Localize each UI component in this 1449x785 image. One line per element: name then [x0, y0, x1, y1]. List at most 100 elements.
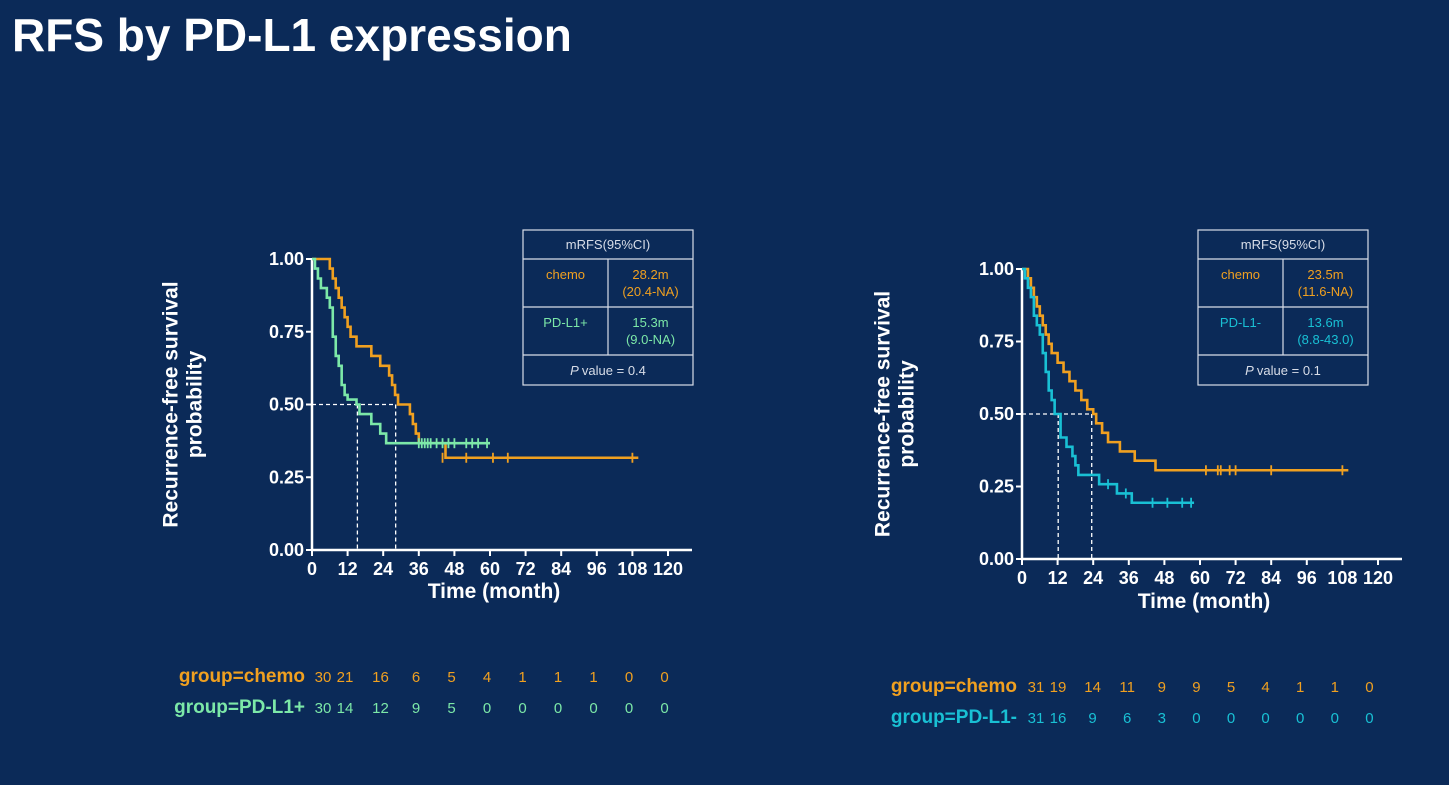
risk-table-count: 30: [315, 700, 332, 717]
x-tick-label: 96: [1297, 568, 1317, 588]
p-symbol: P: [570, 363, 582, 378]
risk-table-count: 1: [554, 669, 562, 686]
risk-table-count: 0: [625, 700, 633, 717]
stats-median-value: 13.6m: [1307, 315, 1343, 330]
risk-table-count: 31: [1028, 710, 1045, 727]
stats-p-value: P value = 0.1: [1245, 363, 1321, 378]
y-tick-label: 0.75: [269, 322, 304, 342]
km-chart-pdl1-positive: Recurrence-free survival probability0.000…: [160, 229, 694, 718]
risk-table-count: 0: [1331, 710, 1339, 727]
risk-table-count: 0: [660, 700, 668, 717]
x-tick-label: 24: [1083, 568, 1103, 588]
risk-table-count: 0: [589, 700, 597, 717]
risk-table-count: 12: [372, 700, 389, 717]
stats-median-value: 23.5m: [1307, 267, 1343, 282]
km-chart-pdl1-negative: Recurrence-free survival probability0.000…: [872, 229, 1402, 728]
risk-table-count: 4: [483, 669, 491, 686]
survival-curve-chemo: [1022, 267, 1349, 472]
stats-ci-value: (8.8-43.0): [1297, 332, 1353, 347]
risk-table-count: 0: [483, 700, 491, 717]
x-tick-label: 84: [1261, 568, 1281, 588]
risk-table-group-label: group=PD-L1+: [174, 697, 305, 718]
risk-table-count: 31: [1028, 679, 1045, 696]
x-tick-label: 36: [1119, 568, 1139, 588]
risk-table-count: 30: [315, 669, 332, 686]
stats-ci-value: (9.0-NA): [626, 332, 675, 347]
risk-table-count: 0: [1192, 710, 1200, 727]
x-tick-label: 60: [1190, 568, 1210, 588]
x-tick-label: 120: [1363, 568, 1393, 588]
risk-table-count: 5: [447, 700, 455, 717]
x-axis-title: Time (month): [428, 580, 561, 603]
stats-table-header: mRFS(95%CI): [1241, 237, 1326, 252]
risk-table-count: 6: [1123, 710, 1131, 727]
x-tick-label: 24: [373, 559, 393, 579]
risk-table-count: 9: [1158, 679, 1166, 696]
slide-title: RFS by PD-L1 expression: [12, 9, 572, 61]
risk-table-count: 14: [1084, 679, 1101, 696]
stats-group-label: chemo: [546, 267, 585, 282]
x-tick-label: 84: [551, 559, 571, 579]
y-tick-label: 0.25: [269, 467, 304, 487]
risk-table-count: 0: [660, 669, 668, 686]
x-tick-label: 72: [516, 559, 536, 579]
risk-table-group-label: group=chemo: [891, 676, 1017, 697]
y-axis-title: Recurrence-free survival: [872, 291, 895, 537]
x-axis-title: Time (month): [1138, 590, 1271, 613]
y-tick-label: 0.25: [979, 477, 1014, 497]
x-tick-label: 0: [307, 559, 317, 579]
y-axis-title: probability: [896, 360, 919, 468]
risk-table-count: 16: [1050, 710, 1067, 727]
x-tick-label: 108: [617, 559, 647, 579]
risk-table-count: 0: [518, 700, 526, 717]
risk-table-count: 5: [447, 669, 455, 686]
y-tick-label: 0.50: [269, 395, 304, 415]
risk-table-count: 0: [1365, 679, 1373, 696]
y-tick-label: 1.00: [269, 249, 304, 269]
risk-table-count: 6: [412, 669, 420, 686]
risk-table-count: 0: [1227, 710, 1235, 727]
x-tick-label: 120: [653, 559, 683, 579]
risk-table-count: 0: [1296, 710, 1304, 727]
x-tick-label: 12: [338, 559, 358, 579]
stats-group-label: PD-L1-: [1220, 315, 1261, 330]
stats-ci-value: (11.6-NA): [1298, 284, 1353, 299]
survival-curve-chemo: [312, 257, 639, 460]
risk-table-count: 4: [1261, 679, 1269, 696]
stats-ci-value: (20.4-NA): [622, 284, 678, 299]
risk-table-count: 19: [1050, 679, 1067, 696]
risk-table-count: 0: [1365, 710, 1373, 727]
survival-curve-pd-l1-: [312, 257, 490, 445]
risk-table-count: 9: [412, 700, 420, 717]
stats-p-value: P value = 0.4: [570, 363, 646, 378]
x-tick-label: 36: [409, 559, 429, 579]
y-tick-label: 1.00: [979, 259, 1014, 279]
risk-table-count: 5: [1227, 679, 1235, 696]
y-axis-title: Recurrence-free survival: [160, 281, 183, 527]
risk-table-count: 11: [1119, 679, 1135, 696]
x-tick-label: 96: [587, 559, 607, 579]
risk-table-count: 0: [554, 700, 562, 717]
y-tick-label: 0.00: [979, 549, 1014, 569]
stats-group-label: PD-L1+: [543, 315, 587, 330]
stats-median-value: 28.2m: [632, 267, 668, 282]
risk-table-count: 9: [1088, 710, 1096, 727]
risk-table-count: 16: [372, 669, 389, 686]
risk-table-count: 0: [1261, 710, 1269, 727]
x-tick-label: 108: [1327, 568, 1357, 588]
x-tick-label: 12: [1048, 568, 1068, 588]
p-value-text: value = 0.1: [1257, 363, 1321, 378]
p-symbol: P: [1245, 363, 1257, 378]
risk-table-count: 1: [518, 669, 526, 686]
x-tick-label: 0: [1017, 568, 1027, 588]
x-tick-label: 60: [480, 559, 500, 579]
risk-table-group-label: group=chemo: [179, 666, 305, 687]
risk-table-count: 3: [1158, 710, 1166, 727]
stats-group-label: chemo: [1221, 267, 1260, 282]
risk-table-count: 1: [589, 669, 597, 686]
y-axis-title: probability: [184, 351, 207, 459]
x-tick-label: 48: [444, 559, 464, 579]
survival-curve-pd-l1-: [1022, 267, 1195, 505]
y-tick-label: 0.50: [979, 404, 1014, 424]
x-tick-label: 72: [1226, 568, 1246, 588]
